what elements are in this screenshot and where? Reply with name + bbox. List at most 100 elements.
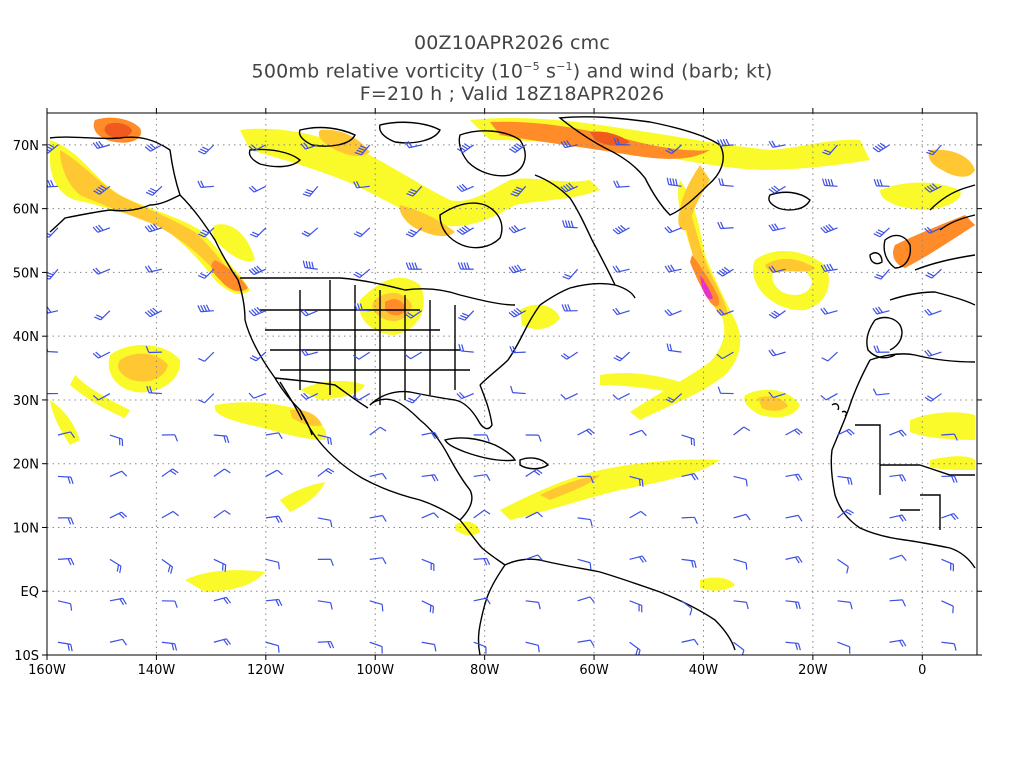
- wind-barb: [317, 600, 333, 610]
- wind-barb: [456, 183, 474, 193]
- wind-barb: [510, 185, 527, 197]
- wind-barb: [250, 227, 267, 238]
- vort-max-atlantic-trough: [690, 255, 720, 307]
- wind-barb: [508, 307, 526, 318]
- wind-barb: [613, 180, 630, 188]
- lon-tick-label: 100W: [356, 663, 394, 678]
- wind-barb: [768, 349, 786, 357]
- coast-central-america: [459, 519, 506, 566]
- coast-bc: [179, 194, 246, 321]
- wind-barb: [57, 557, 75, 566]
- vort-band-arctic-canada: [240, 128, 600, 227]
- wind-barb: [612, 307, 630, 316]
- vort-band-alaska-jet-core: [60, 150, 238, 284]
- wind-barb: [265, 641, 280, 653]
- wind-barb: [577, 639, 595, 647]
- wind-barb: [302, 185, 319, 197]
- wind-barb: [457, 262, 474, 270]
- vort-max-alaska-core: [104, 122, 132, 138]
- lat-tick-label: 50N: [13, 266, 39, 281]
- lon-tick-label: 120W: [247, 663, 285, 678]
- wind-barb: [629, 641, 641, 655]
- title-field-exponent-1: −5: [523, 60, 540, 73]
- wind-barb: [93, 184, 111, 195]
- wind-barb: [353, 180, 370, 189]
- wind-barb: [733, 513, 751, 521]
- title-line-valid-time: F=210 h ; Valid 18Z18APR2026: [359, 83, 665, 106]
- wind-barb: [837, 600, 853, 610]
- wind-barb: [525, 554, 543, 561]
- border-africa: [855, 424, 975, 530]
- wind-barb: [265, 558, 280, 570]
- coast-cuba: [443, 437, 517, 462]
- wind-barb: [456, 225, 475, 236]
- coast-west-africa: [830, 359, 976, 569]
- wind-barb: [473, 473, 491, 481]
- lon-tick-label: 0: [918, 663, 926, 678]
- wind-barb: [562, 220, 578, 229]
- wind-barb: [458, 310, 475, 321]
- wind-barb: [302, 260, 318, 270]
- wind-barb: [562, 268, 579, 280]
- wind-barb: [421, 641, 437, 652]
- wind-barb: [456, 391, 474, 400]
- lon-tick-label: 60W: [579, 663, 609, 678]
- wind-barb: [717, 386, 734, 395]
- wind-barb: [612, 265, 630, 273]
- wind-barb: [924, 226, 942, 234]
- wind-barb: [473, 434, 490, 442]
- wind-barb: [198, 351, 215, 362]
- wind-barb: [560, 182, 578, 193]
- wind-barb: [681, 434, 695, 446]
- border-us-mexico: [274, 377, 369, 409]
- coast-iberia: [866, 319, 896, 359]
- wind-barb: [733, 475, 748, 487]
- wind-barb: [716, 351, 734, 360]
- wind-barb: [664, 226, 682, 234]
- wind-barb: [300, 392, 319, 400]
- wind-barbs: [47, 138, 959, 655]
- wind-barb: [161, 600, 178, 608]
- wind-barb: [820, 307, 838, 315]
- wind-barb: [213, 434, 230, 444]
- wind-barb: [406, 185, 423, 197]
- wind-barb: [681, 473, 699, 481]
- wind-barb: [57, 641, 73, 652]
- wind-barb: [405, 227, 423, 238]
- wind-barb: [92, 224, 111, 233]
- wind-barb: [508, 225, 526, 234]
- wind-barb: [577, 558, 592, 570]
- wind-barb: [613, 351, 631, 362]
- wind-barb: [785, 473, 803, 481]
- wind-barb: [873, 345, 890, 353]
- wind-barb: [629, 475, 644, 487]
- wind-barb: [109, 434, 124, 447]
- coast-north-africa: [869, 353, 976, 363]
- vort-patch-azores-core: [758, 396, 788, 411]
- wind-barb: [317, 558, 334, 566]
- wind-barb: [354, 144, 371, 156]
- wind-barb: [889, 554, 907, 562]
- wind-barb: [941, 512, 959, 521]
- wind-barb: [872, 388, 890, 396]
- wind-barb: [510, 385, 526, 395]
- wind-barb: [473, 597, 491, 605]
- wind-barb: [612, 393, 630, 400]
- plot-frame: [46, 112, 978, 656]
- vort-band-europe-north: [928, 149, 975, 177]
- wind-barb: [768, 265, 786, 274]
- wind-barb: [248, 185, 267, 193]
- wind-barb: [317, 640, 335, 649]
- vort-patch-tropical-pacific: [280, 482, 325, 512]
- wind-barb: [925, 268, 942, 279]
- wind-barb: [456, 143, 475, 153]
- lat-tick-label: 10N: [13, 521, 39, 536]
- wind-barb: [197, 227, 215, 238]
- wind-barb: [509, 345, 526, 354]
- wind-barb: [144, 143, 163, 152]
- wind-barb: [109, 638, 127, 646]
- vort-band-atlantic-trough: [630, 180, 741, 420]
- map-axes: 160W 140W 120W 100W 80W 60W 40W 20W 0 70N 60N 50N 40…: [13, 108, 982, 678]
- wind-barb: [421, 512, 439, 519]
- wind-barb: [820, 393, 838, 401]
